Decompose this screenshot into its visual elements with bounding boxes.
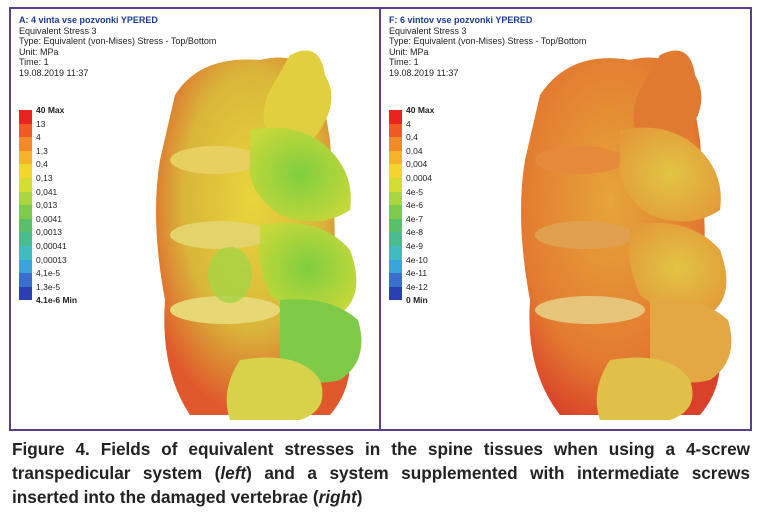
legend-label: 4 <box>406 118 411 129</box>
legend-label: 4e-11 <box>406 268 428 279</box>
legend-label: 4.1e-6 Min <box>36 295 78 306</box>
legend-band <box>19 123 32 138</box>
legend-band <box>19 150 32 165</box>
panel-info: Equivalent Stress 3 <box>389 25 467 36</box>
legend-label: 0,04 <box>406 145 423 156</box>
panel-info: Unit: MPa <box>19 46 59 57</box>
legend-label: 0,4 <box>406 132 418 143</box>
legend-band <box>19 191 32 206</box>
legend-band <box>19 273 32 287</box>
legend-label: 4e-8 <box>406 227 424 238</box>
legend-band <box>389 259 402 274</box>
caption-text: Figure 4. Fields of equivalent stresses … <box>12 439 750 483</box>
caption-text: ) and a system supplemented with interme… <box>12 463 750 507</box>
legend-label: 0,0041 <box>36 213 62 224</box>
legend-band <box>389 164 402 178</box>
figure-caption: Figure 4. Fields of equivalent stresses … <box>12 437 750 509</box>
panel-title: A: 4 vinta vse pozvonki YPERED <box>19 15 158 25</box>
legend-band <box>389 273 402 287</box>
legend-label: 4e-5 <box>406 186 424 197</box>
panel-header: A: 4 vinta vse pozvonki YPERED Equivalent… <box>19 15 216 78</box>
legend-label: 4 <box>36 132 41 143</box>
legend-band <box>19 178 32 192</box>
panel-info: Type: Equivalent (von-Mises) Stress - To… <box>389 36 587 46</box>
caption-text: ) <box>356 487 363 507</box>
legend-label: 4e-12 <box>406 281 428 292</box>
legend-band <box>19 110 32 124</box>
legend-label: 0,00041 <box>36 241 67 251</box>
legend-label: 40 Max <box>406 105 435 115</box>
legend-label: 0,0004 <box>406 173 432 183</box>
legend-label: 4e-7 <box>406 213 424 224</box>
legend-band <box>19 218 32 233</box>
legend-band <box>389 232 402 246</box>
right-panel: F: 6 vintov vse pozvonki YPERED Equivalen… <box>381 9 747 429</box>
panel-info: Time: 1 <box>389 57 419 67</box>
panel-info: 19.08.2019 11:37 <box>19 67 89 78</box>
panel-divider <box>379 7 381 431</box>
legend-label: 0 Min <box>406 295 428 306</box>
legend-band <box>19 286 32 301</box>
panel-info: Time: 1 <box>19 57 49 67</box>
legend-band <box>19 232 32 246</box>
legend-label: 0,00013 <box>36 254 67 265</box>
legend-band <box>389 205 402 219</box>
legend-band <box>389 137 402 151</box>
legend-band <box>19 259 32 274</box>
legend-band <box>19 164 32 178</box>
legend-band <box>389 191 402 206</box>
legend-label: 0,041 <box>36 186 58 197</box>
panel-title: F: 6 vintov vse pozvonki YPERED <box>389 15 533 25</box>
panel-info: Equivalent Stress 3 <box>19 25 97 36</box>
legend-label: 0,4 <box>36 159 48 170</box>
left-panel: A: 4 vinta vse pozvonki YPERED Equivalent… <box>11 9 377 429</box>
legend-band <box>19 205 32 219</box>
legend-band <box>19 246 32 260</box>
legend-label: 0,13 <box>36 173 53 183</box>
right-spine <box>521 50 732 420</box>
legend-band <box>389 110 402 124</box>
panel-header: F: 6 vintov vse pozvonki YPERED Equivalen… <box>389 15 586 78</box>
panel-info: Unit: MPa <box>389 46 429 57</box>
legend-band <box>389 150 402 165</box>
legend-label: 0,013 <box>36 200 58 211</box>
legend-label: 4e-9 <box>406 241 424 251</box>
legend-label: 4e-10 <box>406 254 428 265</box>
legend-label: 40 Max <box>36 105 65 115</box>
caption-text: left <box>220 463 247 483</box>
spine-models <box>156 50 732 420</box>
legend-band <box>19 137 32 151</box>
legend-label: 13 <box>36 118 46 129</box>
legend-label: 0,004 <box>406 159 428 170</box>
panel-info: 19.08.2019 11:37 <box>389 67 459 78</box>
legend-band <box>389 178 402 192</box>
panel-info: Type: Equivalent (von-Mises) Stress - To… <box>19 36 217 46</box>
legend-label: 1,3 <box>36 145 48 156</box>
legend-label: 1,3e-5 <box>36 281 61 292</box>
legend-label: 0,0013 <box>36 227 62 238</box>
left-spine <box>156 50 362 420</box>
legend-band <box>389 286 402 301</box>
legend-band <box>389 123 402 138</box>
legend-label: 4,1e-5 <box>36 268 61 279</box>
caption-text: right <box>318 487 357 507</box>
legend-band <box>389 246 402 260</box>
legend-band <box>389 218 402 233</box>
legend-label: 4e-6 <box>406 200 424 211</box>
